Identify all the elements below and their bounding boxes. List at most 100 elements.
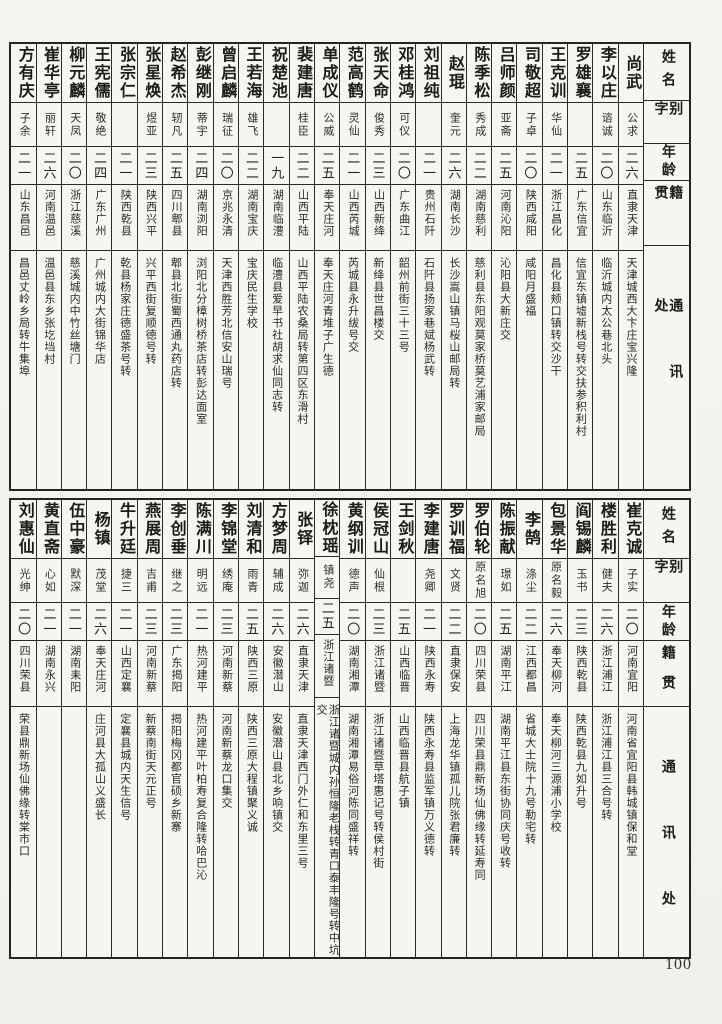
person-native-place-cell: 山西新绛 <box>365 185 390 251</box>
person-native-place: 山东临沂 <box>600 189 613 237</box>
person-native-place-cell: 江西都昌 <box>517 641 542 707</box>
person-native-place: 京兆永清 <box>220 189 233 237</box>
person-age-cell: 二二 <box>239 147 264 185</box>
person-name: 楼胜利 <box>597 502 615 556</box>
person-courtesy-cell: 捷三 <box>112 559 137 603</box>
person-address-cell: 昌邑丈岭乡局转牛集埠 <box>11 251 35 489</box>
person-name-cell: 彭继刚 <box>188 44 213 103</box>
person-address: 四川荣县鼎新场仙佛缘转延寿同 <box>473 713 486 881</box>
person-age-cell: 二三 <box>365 147 390 185</box>
person-courtesy-name: 仙根 <box>372 567 385 594</box>
person-name: 燕展周 <box>142 502 160 556</box>
person-courtesy-cell: 亚斋 <box>492 103 517 147</box>
person-address: 温邑县东乡张圪垱村 <box>42 257 55 365</box>
person-address-cell: 新绛县世昌楼交 <box>366 251 390 489</box>
person-column: 徐枕瑶 镇尧 二五 浙江诸暨 浙江诸暨城内孙恒隆老栈转青口泰丰隆号转中坑交 <box>314 500 341 957</box>
header-courtesy-name: 别字 <box>644 101 689 145</box>
person-name: 赵琨 <box>446 55 464 91</box>
person-address-cell: 石阡县扬家巷斌杨武转 <box>416 251 440 489</box>
person-column: 赵希杰 轫凡 二五 四川郫县 郫县北街蜀西通丸药店转 <box>163 44 189 489</box>
person-column: 黄直斋 心如 二一 湖南永兴 <box>36 500 62 957</box>
person-native-place-cell: 山西芮城 <box>340 185 365 251</box>
person-column: 陈满川 明远 二一 热河建平 热河建平叶柏寿复合隆转哈巴沁 <box>188 500 214 957</box>
person-name-cell: 陈振献 <box>492 500 517 559</box>
person-name-cell: 李以庄 <box>593 44 618 103</box>
person-native-place: 广东曲江 <box>397 189 410 237</box>
person-name: 徐枕瑶 <box>319 500 337 555</box>
person-age: 二〇 <box>345 606 361 637</box>
person-name-cell: 王剑秋 <box>390 500 416 559</box>
person-address-cell: 芮城县永升绂号交 <box>340 251 364 489</box>
person-column: 罗雄襄 二五 广东信宜 信宜东镇墟新栈号转交扶参积利村 <box>568 44 594 489</box>
person-native-place-cell: 湖南长沙 <box>441 185 466 251</box>
person-native-place: 直隶天津 <box>625 189 638 237</box>
person-address: 宝庆民生学校 <box>245 257 258 329</box>
person-native-place: 贵州石阡 <box>423 189 436 237</box>
person-address-cell: 浙江浦江县三合号转 <box>593 707 617 957</box>
person-age-cell: 二三 <box>568 603 593 641</box>
person-native-place: 陕西乾县 <box>119 189 132 237</box>
person-age: 二六 <box>41 150 57 181</box>
person-native-place-cell: 河南新蔡 <box>137 641 163 707</box>
person-native-place-cell: 湖南耒阳 <box>61 641 87 707</box>
person-courtesy-name: 谘诚 <box>600 111 613 138</box>
person-name: 单成仪 <box>319 46 337 100</box>
person-age: 二六 <box>547 606 563 637</box>
person-address-cell <box>37 707 61 957</box>
person-courtesy-cell: 健夫 <box>593 559 618 603</box>
person-native-place-cell: 山东昌邑 <box>11 185 36 251</box>
person-age-cell: 二五 <box>239 603 264 641</box>
person-column: 王宪儒 敬绝 二四 广东广州 广州城内大街锦华店 <box>87 44 113 489</box>
person-name: 彭继刚 <box>192 46 210 100</box>
person-courtesy-name: 继之 <box>169 567 182 594</box>
header-address: 通讯处 <box>644 707 689 957</box>
person-name: 李建唐 <box>420 502 438 556</box>
person-address-cell: 安徽潜山县北乡响镇交 <box>264 707 288 957</box>
person-address: 荣县鼎新场仙佛缘转棠市口 <box>17 713 30 857</box>
person-courtesy-cell <box>568 103 593 147</box>
person-courtesy-cell <box>416 103 441 147</box>
person-address: 陕西三原大程镇聚义诚 <box>245 713 258 833</box>
header-column: 姓名 别字 年龄 籍贯 通讯处 <box>644 500 689 957</box>
person-address: 临沂城内太公巷北头 <box>599 257 612 365</box>
person-native-place: 江西都昌 <box>524 645 537 693</box>
person-address-cell: 山西临晋县航子镇 <box>391 707 415 957</box>
person-age: 二一 <box>345 150 361 181</box>
person-age: 二三 <box>573 606 589 637</box>
person-address-cell: 信宜东镇墟新栈号转交扶参积利村 <box>568 251 592 489</box>
person-age: 二一 <box>117 150 133 181</box>
person-courtesy-cell: 子余 <box>11 103 36 147</box>
person-name-cell: 楼胜利 <box>593 500 618 559</box>
person-name-cell: 方梦周 <box>264 500 289 559</box>
person-courtesy-cell: 奎元 <box>441 103 466 147</box>
person-column: 罗训福 文贤 二二 直隶保安 上海龙华镇孤儿院张君廉转 <box>441 500 467 957</box>
person-name: 伍中豪 <box>66 502 84 556</box>
person-native-place: 湖南慈利 <box>473 189 486 237</box>
person-address-cell: 咸阳月盛福 <box>517 251 541 489</box>
person-courtesy-cell: 天凤 <box>61 103 87 147</box>
person-address: 省城大士院十九号勒宅转 <box>523 713 536 845</box>
person-courtesy-cell: 光绅 <box>11 559 36 603</box>
person-age-cell: 二六 <box>593 603 618 641</box>
person-native-place-cell: 湖南湘潭 <box>340 641 365 707</box>
person-name-cell: 陈满川 <box>188 500 213 559</box>
person-native-place: 四川郫县 <box>169 189 182 237</box>
person-address-cell: 定襄县城内天生信号 <box>112 707 136 957</box>
person-address: 新蔡南街天元正号 <box>144 713 157 809</box>
person-courtesy-cell: 心如 <box>36 559 61 603</box>
person-age: 二六 <box>598 606 614 637</box>
person-native-place: 陕西兴平 <box>144 189 157 237</box>
person-native-place: 安徽潜山 <box>271 645 284 693</box>
person-name: 李创垂 <box>167 502 185 556</box>
person-address-cell: 河南新蔡龙口集交 <box>214 707 238 957</box>
person-name-cell: 曾启麟 <box>213 44 238 103</box>
person-native-place: 浙江浦江 <box>600 645 613 693</box>
person-native-place: 广东信宜 <box>574 189 587 237</box>
person-name-cell: 李鹄 <box>517 500 542 559</box>
person-address: 广州城内大街锦华店 <box>93 257 106 365</box>
person-native-place: 河南沁阳 <box>499 189 512 237</box>
person-address: 奉天柳河三源浦小学校 <box>549 713 562 833</box>
person-age: 二四 <box>193 150 209 181</box>
person-address: 奉天庄河青堆子广生德 <box>321 257 334 377</box>
person-name: 刘惠仙 <box>15 502 33 556</box>
